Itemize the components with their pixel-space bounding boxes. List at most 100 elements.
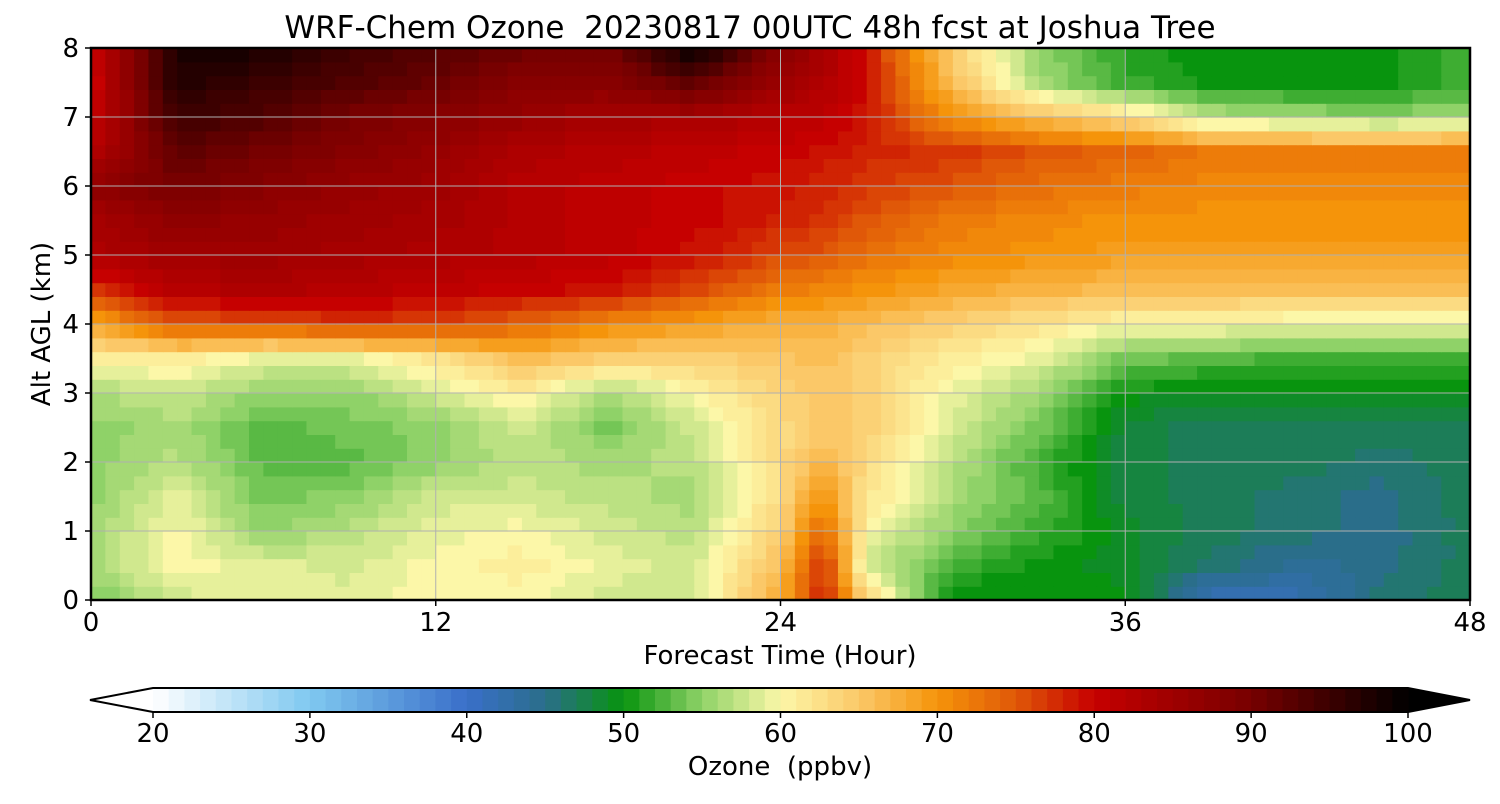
heatmap-cell [995, 144, 1011, 159]
heatmap-cell [1153, 489, 1169, 504]
heatmap-cell [780, 130, 796, 146]
heatmap-cell [421, 75, 437, 90]
heatmap-cell [809, 586, 825, 601]
heatmap-cell [1211, 586, 1227, 601]
heatmap-cell [895, 503, 911, 518]
heatmap-cell [1369, 379, 1385, 394]
heatmap-cell [1139, 130, 1155, 146]
heatmap-cell [249, 199, 264, 215]
heatmap-cell [1197, 310, 1213, 325]
heatmap-cell [263, 462, 279, 477]
heatmap-cell [565, 475, 580, 491]
heatmap-cell [1053, 241, 1069, 256]
heatmap-cell [320, 544, 336, 560]
heatmap-cell [1153, 434, 1169, 449]
heatmap-cell [536, 268, 552, 284]
heatmap-cell [1125, 144, 1141, 159]
heatmap-cell [263, 434, 279, 449]
heatmap-cell [1139, 379, 1155, 394]
heatmap-cell [320, 48, 336, 63]
heatmap-cell [1326, 462, 1342, 477]
heatmap-cell [1268, 324, 1284, 339]
heatmap-cell [995, 393, 1011, 408]
heatmap-cell [435, 268, 451, 284]
heatmap-cell [967, 199, 983, 215]
heatmap-cell [751, 282, 767, 297]
heatmap-cell [177, 503, 193, 518]
heatmap-cell [1197, 351, 1213, 366]
heatmap-cell [1297, 130, 1313, 146]
heatmap-cell [205, 186, 221, 201]
heatmap-cell [737, 268, 753, 284]
colorbar-segment [576, 688, 593, 712]
heatmap-cell [579, 379, 595, 394]
heatmap-cell [148, 420, 164, 435]
heatmap-cell [995, 172, 1011, 187]
heatmap-cell [349, 586, 365, 601]
heatmap-cell [895, 117, 911, 132]
heatmap-cell [1297, 448, 1313, 463]
heatmap-cell [1398, 172, 1414, 187]
heatmap-cell [220, 586, 236, 601]
heatmap-cell [651, 186, 667, 201]
heatmap-cell [220, 282, 236, 297]
heatmap-cell [751, 268, 767, 284]
heatmap-cell [378, 268, 394, 284]
heatmap-cell [723, 75, 738, 90]
heatmap-cell [723, 324, 738, 339]
colorbar-segment [1219, 688, 1237, 712]
heatmap-cell [1383, 365, 1399, 380]
heatmap-cell [450, 351, 466, 366]
heatmap-cell [306, 586, 322, 601]
heatmap-cell [421, 517, 437, 532]
heatmap-cell [852, 172, 868, 187]
heatmap-cell [995, 241, 1011, 256]
heatmap-cell [493, 144, 509, 159]
heatmap-cell [550, 103, 566, 118]
heatmap-cell [565, 434, 580, 449]
heatmap-cell [162, 365, 178, 380]
heatmap-cell [450, 462, 466, 477]
heatmap-cell [1096, 572, 1112, 587]
heatmap-cell [435, 572, 451, 587]
heatmap-cell [1168, 351, 1184, 366]
heatmap-cell [608, 572, 624, 587]
heatmap-cell [1283, 558, 1299, 573]
heatmap-cell [464, 324, 480, 339]
colorbar-segment [780, 688, 797, 712]
heatmap-cell [952, 393, 968, 408]
heatmap-cell [1240, 130, 1256, 146]
heatmap-cell [148, 213, 164, 228]
heatmap-cell [335, 503, 351, 518]
heatmap-cell [550, 434, 566, 449]
heatmap-cell [363, 558, 379, 573]
heatmap-cell [665, 489, 681, 504]
heatmap-cell [162, 489, 178, 504]
heatmap-cell [536, 227, 552, 242]
heatmap-cell [335, 268, 351, 284]
heatmap-cell [679, 448, 695, 463]
heatmap-cell [1067, 213, 1083, 228]
heatmap-cell [1168, 586, 1184, 601]
heatmap-cell [1268, 448, 1284, 463]
heatmap-cell [177, 531, 193, 546]
heatmap-cell [766, 89, 782, 104]
heatmap-cell [1110, 393, 1126, 408]
heatmap-cell [766, 144, 782, 159]
heatmap-cell [852, 434, 868, 449]
heatmap-cell [134, 282, 150, 297]
heatmap-cell [263, 199, 279, 215]
heatmap-cell [1326, 324, 1342, 339]
heatmap-cell [565, 130, 580, 146]
heatmap-cell [723, 268, 738, 284]
heatmap-cell [421, 213, 437, 228]
heatmap-cell [162, 89, 178, 104]
heatmap-cell [191, 241, 207, 256]
heatmap-cell [464, 144, 480, 159]
heatmap-cell [780, 213, 796, 228]
heatmap-cell [938, 268, 954, 284]
heatmap-cell [593, 489, 609, 504]
heatmap-cell [1082, 310, 1098, 325]
heatmap-cell [119, 48, 135, 63]
heatmap-cell [292, 199, 308, 215]
